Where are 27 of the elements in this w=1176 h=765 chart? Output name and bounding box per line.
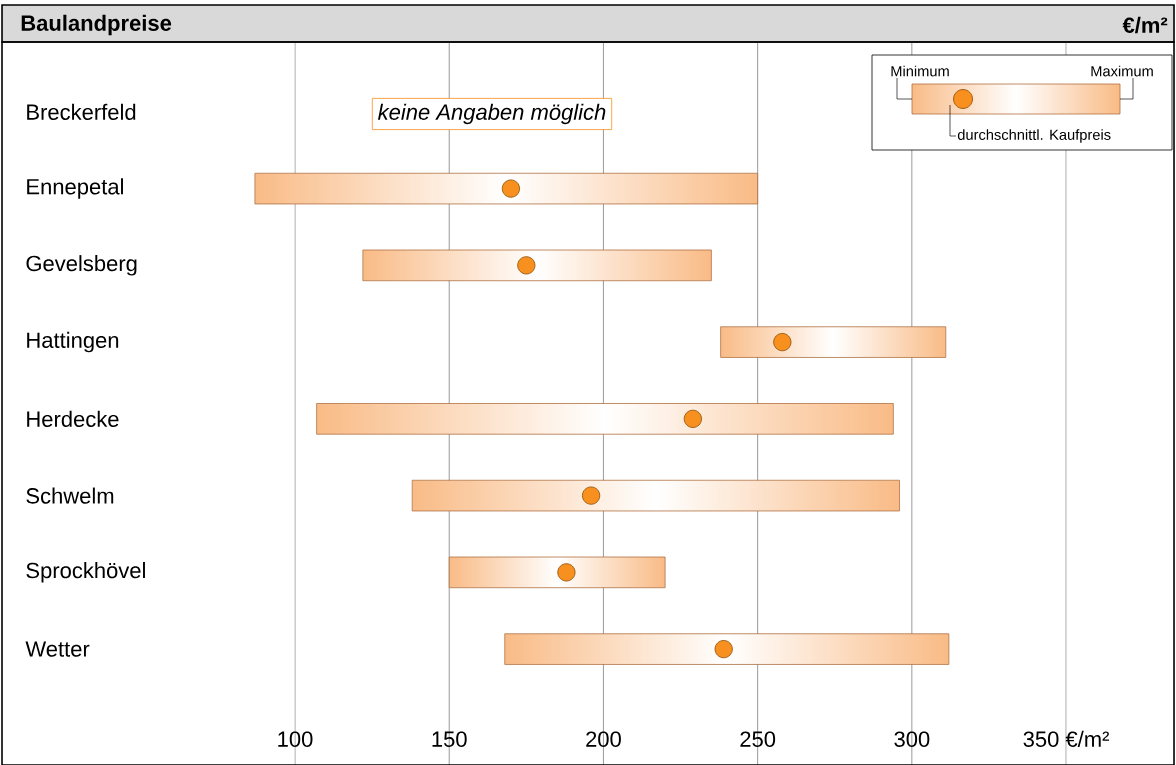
x-tick-label: 150 [432, 731, 467, 747]
annotation: Minimum [891, 65, 949, 77]
y-tick-label: Sprockhövel [26, 562, 145, 583]
chart-title: Baulandpreise [21, 14, 172, 36]
annotation: durchschnittl. Kaufpreis [957, 129, 1111, 143]
x-tick-label: 300 [894, 731, 930, 747]
point [501, 179, 520, 198]
x-tick-label: 350 €/m² [1023, 730, 1110, 747]
chart-subtitle: €/m² [1122, 16, 1168, 34]
point [714, 640, 733, 659]
annotation: keine Angaben möglich [378, 103, 606, 125]
y-tick-label: Schwelm [26, 487, 114, 504]
point [683, 409, 702, 428]
x-tick-label: 100 [278, 731, 313, 747]
y-tick-label: Ennepetal [27, 178, 123, 199]
point [517, 256, 536, 275]
y-tick-label: Hattingen [27, 331, 119, 353]
y-tick-label: Wetter [25, 641, 90, 657]
y-tick-label: Gevelsberg [26, 255, 137, 276]
x-tick-label: 200 [586, 731, 621, 747]
point [582, 486, 601, 505]
annotation: Maximum [1091, 65, 1153, 77]
y-tick-label: Breckerfeld [27, 103, 136, 120]
y-tick-label: Herdecke [27, 410, 119, 427]
point [557, 563, 576, 582]
x-tick-label: 250 [740, 731, 776, 747]
point [773, 333, 792, 352]
